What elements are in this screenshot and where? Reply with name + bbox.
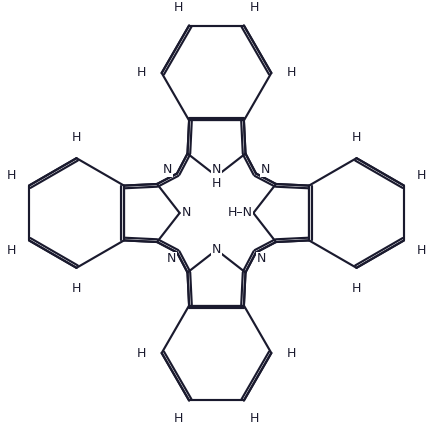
Text: N: N (181, 207, 191, 219)
Text: H: H (352, 131, 361, 144)
Text: N: N (162, 163, 172, 176)
Text: N: N (212, 163, 221, 176)
Text: H: H (136, 346, 146, 360)
Text: H: H (72, 282, 81, 295)
Text: H: H (212, 177, 221, 190)
Text: N: N (212, 243, 221, 256)
Text: H: H (287, 346, 297, 360)
Text: H: H (6, 169, 16, 182)
Text: H: H (174, 1, 184, 14)
Text: H: H (136, 66, 146, 80)
Text: N: N (257, 253, 266, 265)
Text: H: H (6, 244, 16, 257)
Text: N: N (167, 253, 176, 265)
Text: H: H (249, 412, 259, 425)
Text: H: H (352, 282, 361, 295)
Text: H: H (417, 244, 427, 257)
Text: H: H (249, 1, 259, 14)
Text: H: H (287, 66, 297, 80)
Text: N: N (261, 163, 271, 176)
Text: H: H (72, 131, 81, 144)
Text: H: H (174, 412, 184, 425)
Text: H–N: H–N (227, 207, 252, 219)
Text: H: H (417, 169, 427, 182)
